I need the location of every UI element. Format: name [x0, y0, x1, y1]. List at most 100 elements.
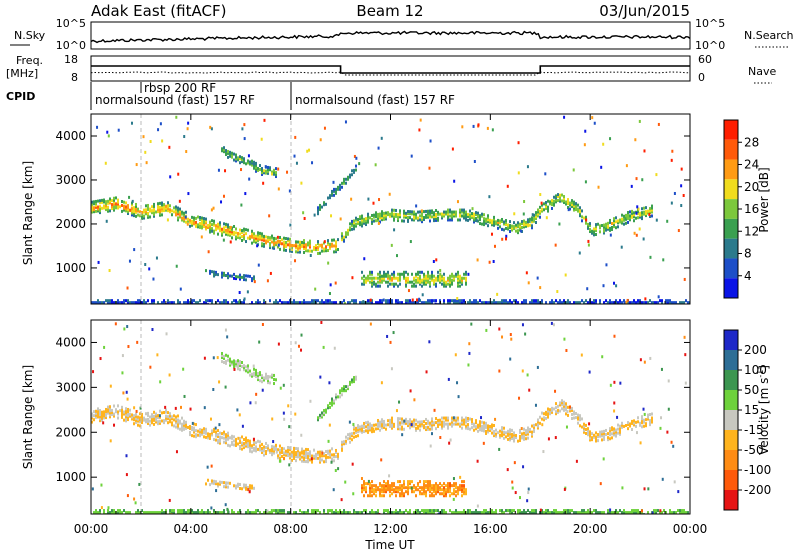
velocity-cell: [451, 418, 453, 422]
power-cell: [415, 212, 417, 216]
power-cell: [397, 219, 399, 223]
power-cell: [417, 218, 419, 222]
velocity-cell: [251, 374, 253, 378]
velocity-scatter-cell: [102, 421, 105, 425]
power-cell: [513, 225, 515, 229]
velocity-cell: [191, 434, 193, 438]
velocity-scatter-cell: [485, 328, 488, 332]
power-cell: [403, 209, 405, 213]
power-scatter-cell: [586, 287, 589, 291]
velocity-cell: [391, 482, 393, 486]
power-scatter-cell: [135, 163, 138, 167]
power-cell: [545, 301, 547, 304]
power-cell: [289, 241, 291, 245]
velocity-cell: [211, 429, 213, 433]
velocity-cell: [415, 509, 417, 513]
velocity-cell: [421, 422, 423, 426]
velocity-cell: [403, 427, 405, 431]
velocity-cell: [417, 511, 419, 514]
velocity-cell: [179, 421, 181, 425]
power-cell: [225, 274, 227, 278]
power-cell: [507, 227, 509, 231]
power-cell: [517, 223, 519, 227]
power-cell: [661, 301, 663, 304]
velocity-scatter-cell: [425, 370, 428, 374]
power-cell: [439, 299, 441, 303]
velocity-scatter-cell: [247, 488, 250, 492]
velocity-cell: [369, 484, 371, 488]
power-cell: [417, 276, 419, 280]
power-cell: [219, 221, 221, 225]
power-scatter-cell: [269, 271, 272, 275]
velocity-cell: [363, 509, 365, 513]
velocity-cell: [269, 448, 271, 452]
power-cell: [549, 202, 551, 206]
velocity-cell: [389, 488, 391, 492]
power-cell: [435, 299, 437, 303]
power-scatter-cell: [339, 217, 342, 221]
velocity-cell: [107, 509, 109, 513]
velocity-cell: [175, 425, 177, 429]
power-cell: [263, 234, 265, 238]
velocity-cell: [565, 404, 567, 408]
power-cell: [335, 191, 337, 195]
power-cell: [371, 282, 373, 286]
velocity-cell: [399, 421, 401, 425]
power-cell: [363, 221, 365, 225]
power-cell: [345, 235, 347, 239]
velocity-cell: [681, 511, 683, 514]
power-cell: [315, 299, 317, 303]
velocity-cell: [239, 368, 241, 372]
velocity-cell: [335, 450, 337, 454]
velocity-cell: [383, 421, 385, 425]
velocity-cell: [539, 415, 541, 419]
power-cell: [145, 208, 147, 212]
power-cell: [271, 236, 273, 240]
velocity-cell: [313, 509, 315, 513]
power-cell: [551, 299, 553, 303]
power-scatter-cell: [311, 161, 314, 165]
velocity-cell: [201, 511, 203, 514]
velocity-scatter-cell: [275, 450, 278, 454]
velocity-cell: [589, 436, 591, 440]
power-cell: [599, 224, 601, 228]
velocity-colorbar-label: 15: [744, 403, 759, 417]
velocity-cell: [371, 490, 373, 494]
power-cell: [541, 207, 543, 211]
power-cell: [165, 204, 167, 208]
velocity-cell: [385, 423, 387, 427]
velocity-cell: [419, 422, 421, 426]
power-cell: [407, 276, 409, 280]
power-cell: [251, 159, 253, 163]
velocity-cell: [363, 482, 365, 486]
velocity-scatter-cell: [288, 425, 291, 429]
power-cell: [459, 218, 461, 222]
velocity-cell: [563, 400, 565, 404]
velocity-cell: [267, 377, 269, 381]
velocity-cell: [349, 432, 351, 436]
velocity-scatter-cell: [521, 369, 524, 373]
velocity-cell: [589, 438, 591, 442]
velocity-cell: [225, 435, 227, 439]
velocity-scatter-cell: [210, 464, 213, 468]
velocity-cell: [641, 419, 643, 423]
velocity-cell: [369, 428, 371, 432]
velocity-cell: [415, 511, 417, 514]
power-cell: [385, 213, 387, 217]
power-cell: [139, 301, 141, 304]
power-cell: [457, 301, 459, 304]
velocity-cell: [189, 511, 191, 514]
power-cell: [233, 299, 235, 303]
velocity-cell: [493, 432, 495, 436]
power-cell: [93, 202, 95, 206]
power-scatter-cell: [593, 121, 596, 125]
velocity-cell: [375, 486, 377, 490]
velocity-cell: [613, 429, 615, 433]
velocity-cell: [289, 511, 291, 514]
power-cell: [217, 224, 219, 228]
velocity-cell: [299, 451, 301, 455]
power-scatter-cell: [209, 125, 212, 129]
nsky-tick-top: 10^5: [56, 17, 86, 30]
velocity-cell: [431, 484, 433, 488]
velocity-cell: [99, 415, 101, 419]
